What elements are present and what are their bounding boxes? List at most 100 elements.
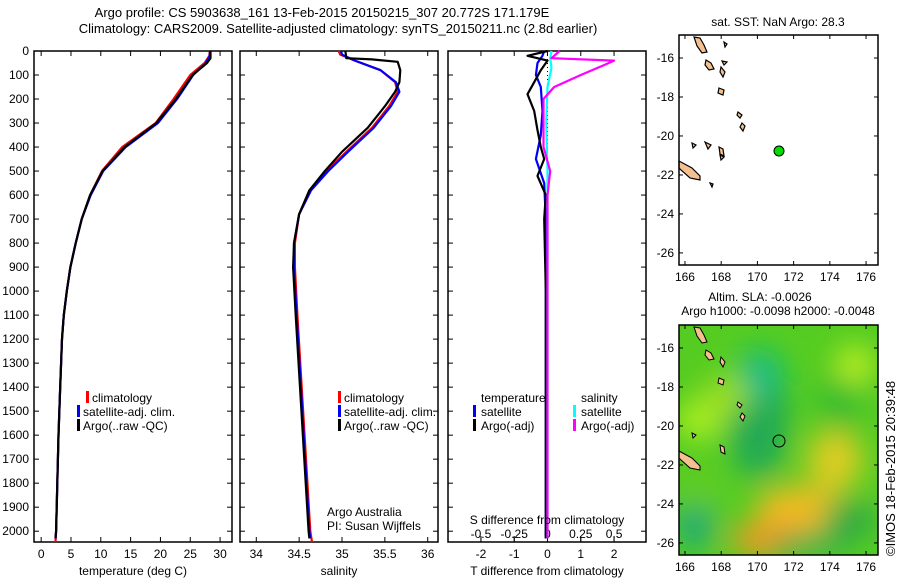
series-line-argo-raw-qc-: [292, 50, 402, 539]
land-islands: [678, 36, 746, 189]
lat-tick-label: -18: [657, 90, 675, 104]
lat-tick-label: -24: [657, 497, 675, 511]
legend-swatch-t-satellite: [473, 405, 476, 417]
sla-map: Altim. SLA: -0.0026 Argo h1000: -0.0098 …: [657, 290, 879, 574]
lon-tick-label: 172: [784, 270, 804, 284]
legend-label: satellite-adj. clim.: [344, 405, 436, 419]
legend-header-temperature: temperature: [481, 391, 546, 405]
y-tick-label: 2000: [2, 524, 29, 538]
lat-tick-label: -24: [657, 207, 675, 221]
y-tick-label: 1700: [2, 452, 29, 466]
plot-title-line1: Argo profile: CS 5903638_161 13-Feb-2015…: [94, 5, 550, 20]
y-tick-label: 100: [9, 68, 29, 82]
argo-float-marker[interactable]: [773, 145, 785, 157]
lon-tick-label: 176: [856, 560, 876, 574]
y-tick-label: 200: [9, 92, 29, 106]
x-axis-label: salinity: [321, 564, 358, 578]
salinity-panel: 34 34.5 35 35.5 36 salinity: [239, 50, 439, 578]
x-tick-label: 20: [154, 547, 168, 561]
lat-tick-label: -18: [657, 380, 675, 394]
top-axis-tick-label: -0.5: [471, 527, 492, 541]
legend-label: Argo(..raw -QC): [344, 419, 429, 433]
annotation-pi: PI: Susan Wijffels: [327, 519, 421, 533]
legend-label: satellite: [581, 405, 622, 419]
series-line-salinity-argo-adj-: [542, 50, 616, 539]
y-tick-label: 1500: [2, 404, 29, 418]
sst-map-title: sat. SST: NaN Argo: 28.3: [711, 15, 845, 29]
lon-tick-label: 166: [675, 560, 695, 574]
x-tick-label: 25: [184, 547, 198, 561]
x-axis-label: T difference from climatology: [470, 564, 624, 578]
x-tick-label: 30: [213, 547, 227, 561]
argo-float-marker[interactable]: [772, 434, 786, 448]
y-tick-label: 1100: [3, 308, 29, 322]
lat-tick-label: -26: [657, 536, 675, 550]
lon-tick-label: 174: [820, 270, 840, 284]
lon-tick-label: 166: [675, 270, 695, 284]
series-line-temperature-argo-adj-: [526, 49, 549, 539]
legend-swatch-argo: [338, 419, 341, 431]
lat-tick-label: -16: [657, 341, 675, 355]
legend-label: climatology: [92, 391, 152, 405]
y-tick-label: 1800: [2, 476, 29, 490]
y-tick-label: 500: [9, 164, 29, 178]
top-axis-tick-label: 0.5: [606, 527, 623, 541]
difference-legend: temperature salinity satellite Argo(-adj…: [470, 391, 635, 527]
annotation-institution: Argo Australia: [327, 505, 402, 519]
legend-swatch-s-satellite: [573, 405, 576, 417]
lon-tick-label: 174: [820, 560, 840, 574]
y-tick-label: 900: [9, 260, 29, 274]
lat-tick-label: -22: [657, 458, 675, 472]
x-tick-label: 0: [544, 547, 551, 561]
series-line-argo-raw-qc-: [54, 51, 212, 539]
x-axis-label: temperature (deg C): [79, 564, 187, 578]
series-line-climatology: [54, 50, 211, 543]
y-tick-label: 400: [9, 140, 29, 154]
legend-label: Argo(-adj): [481, 419, 534, 433]
y-tick-label: 1400: [2, 380, 29, 394]
x-tick-label: 0: [38, 547, 45, 561]
x-tick-label: 15: [124, 547, 138, 561]
temperature-legend: climatology satellite-adj. clim. Argo(..…: [77, 391, 175, 433]
x-tick-label: -1: [509, 547, 520, 561]
legend-label: Argo(..raw -QC): [83, 419, 168, 433]
x-tick-label: 10: [94, 547, 108, 561]
y-tick-label: 1900: [2, 500, 29, 514]
lon-tick-label: 170: [747, 560, 767, 574]
top-axis-label: S difference from climatology: [470, 513, 625, 527]
y-tick-label: 600: [9, 188, 29, 202]
x-tick-label: 34: [250, 547, 264, 561]
plot-frame: [239, 50, 439, 543]
lat-tick-label: -20: [657, 419, 675, 433]
sla-heatmap: [679, 325, 878, 555]
legend-swatch-argo: [77, 419, 80, 431]
x-tick-label: 36: [421, 547, 435, 561]
plot-title-line2: Climatology: CARS2009. Satellite-adjuste…: [78, 21, 598, 36]
legend-swatch-climatology: [86, 391, 89, 403]
legend-label: satellite-adj. clim.: [83, 405, 175, 419]
credit-text: ©IMOS 18-Feb-2015 20:39:48: [883, 380, 898, 556]
legend-header-salinity: salinity: [581, 391, 618, 405]
lon-tick-label: 176: [856, 270, 876, 284]
sst-map: sat. SST: NaN Argo: 28.3 166 168 170 172 174…: [657, 15, 879, 284]
y-tick-label: 1000: [2, 284, 29, 298]
legend-swatch-s-argo: [573, 419, 576, 431]
sla-map-title-line2: Argo h1000: -0.0098 h2000: -0.0048: [681, 304, 875, 318]
series-line-satellite-adj-clim-: [292, 50, 401, 539]
legend-swatch-satellite: [77, 405, 80, 417]
map-frame: [678, 324, 879, 556]
series-line-satellite-adj-clim-: [54, 51, 211, 539]
y-tick-label: 800: [9, 236, 29, 250]
temperature-panel: 0100200300400500600700800900100011001200…: [2, 44, 233, 578]
legend-swatch-climatology: [338, 391, 341, 403]
x-tick-label: 35.5: [373, 547, 397, 561]
lon-tick-label: 170: [747, 270, 767, 284]
legend-swatch-t-argo: [473, 419, 476, 431]
salinity-legend: climatology satellite-adj. clim. Argo(..…: [327, 391, 436, 533]
x-tick-label: 35: [335, 547, 349, 561]
lat-tick-label: -20: [657, 129, 675, 143]
legend-label: Argo(-adj): [581, 419, 634, 433]
y-tick-label: 0: [22, 44, 29, 58]
lat-tick-label: -22: [657, 168, 675, 182]
